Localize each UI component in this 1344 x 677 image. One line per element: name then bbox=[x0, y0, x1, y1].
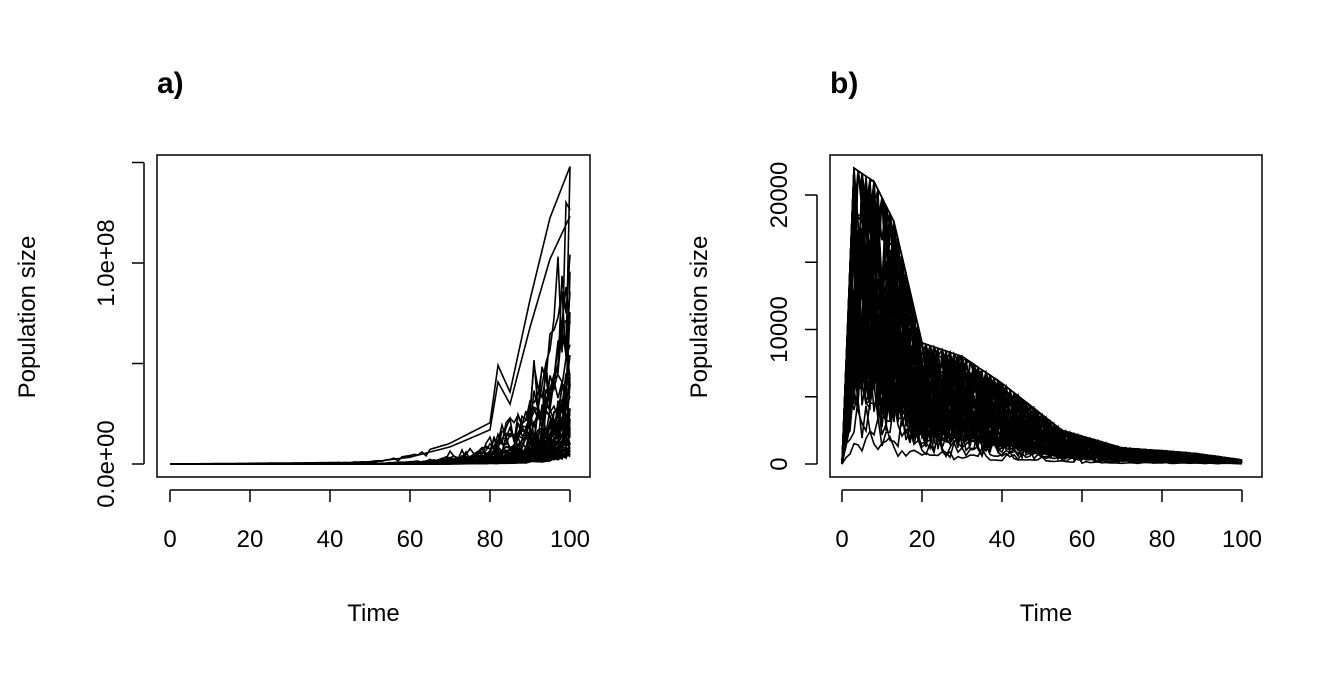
panel-b: b) 0 20 40 60 80 100 Time 0 10000 20000 Population … bbox=[686, 67, 1263, 627]
x-tick-label: 100 bbox=[550, 526, 590, 553]
series-line bbox=[170, 327, 571, 465]
series-line bbox=[170, 291, 571, 465]
series-group bbox=[170, 166, 571, 465]
x-axis-label: Time bbox=[1020, 600, 1072, 627]
y-axis-label: Population size bbox=[686, 236, 713, 399]
panel-title: b) bbox=[830, 67, 858, 100]
x-tick-label: 100 bbox=[1222, 526, 1262, 553]
x-tick-label: 80 bbox=[1149, 526, 1176, 553]
series-line bbox=[170, 199, 571, 465]
series-line-max bbox=[841, 211, 1243, 465]
series-line bbox=[170, 312, 571, 465]
x-tick-label: 0 bbox=[163, 526, 176, 553]
panel-a: a) 0 20 40 60 80 100 Time 0.0e+00 1.0e+08 Populati… bbox=[14, 67, 591, 627]
y-tick-label: 1.0e+08 bbox=[93, 219, 120, 306]
x-tick-label: 80 bbox=[477, 526, 504, 553]
y-axis-label: Population size bbox=[14, 236, 41, 399]
x-tick-label: 0 bbox=[835, 526, 848, 553]
y-tick-label: 0 bbox=[766, 457, 793, 470]
series-line-max bbox=[170, 215, 571, 465]
x-tick-label: 20 bbox=[237, 526, 264, 553]
x-tick-label: 40 bbox=[989, 526, 1016, 553]
plot-frame bbox=[156, 154, 591, 478]
x-tick-label: 40 bbox=[317, 526, 344, 553]
y-tick-label: 20000 bbox=[766, 162, 793, 229]
series-line bbox=[841, 286, 1243, 465]
y-tick-label: 10000 bbox=[766, 296, 793, 363]
series-group bbox=[841, 166, 1243, 465]
x-axis-label: Time bbox=[347, 600, 399, 627]
panel-title: a) bbox=[157, 67, 184, 100]
x-tick-label: 20 bbox=[909, 526, 936, 553]
plot-frame bbox=[829, 154, 1263, 478]
series-line bbox=[841, 240, 1243, 465]
x-tick-label: 60 bbox=[1069, 526, 1096, 553]
x-tick-label: 60 bbox=[397, 526, 424, 553]
series-line bbox=[170, 254, 571, 465]
y-tick-label: 0.0e+00 bbox=[93, 420, 120, 507]
